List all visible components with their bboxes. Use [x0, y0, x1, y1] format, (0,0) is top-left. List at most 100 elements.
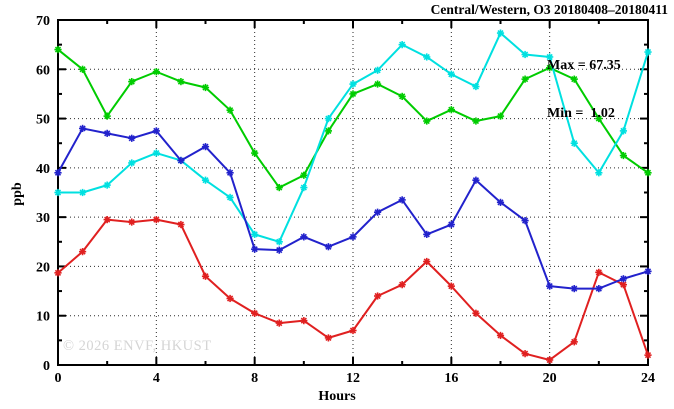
data-point-marker	[300, 317, 307, 324]
data-point-marker	[448, 221, 455, 228]
data-point-marker	[276, 319, 283, 327]
data-point-marker	[497, 112, 504, 120]
data-point-marker	[595, 285, 602, 292]
data-point-marker	[349, 80, 357, 88]
data-point-marker	[300, 233, 307, 240]
data-point-marker	[448, 106, 455, 113]
data-point-marker	[571, 76, 578, 83]
x-tick-label: 0	[55, 371, 62, 386]
data-point-marker	[349, 327, 357, 334]
data-point-marker	[472, 83, 480, 90]
data-point-marker	[620, 127, 627, 135]
data-point-marker	[54, 269, 62, 276]
y-tick-label: 40	[36, 162, 50, 177]
data-point-marker	[128, 218, 135, 226]
min-value-label: Min = 1.02	[547, 106, 615, 121]
x-axis-label: Hours	[318, 389, 356, 404]
data-point-marker	[177, 221, 185, 228]
data-point-marker	[79, 125, 86, 132]
data-point-marker	[620, 152, 627, 159]
data-point-marker	[644, 268, 652, 275]
data-point-marker	[497, 332, 504, 339]
data-point-marker	[54, 189, 62, 196]
data-point-marker	[79, 66, 86, 73]
data-point-marker	[521, 217, 529, 224]
max-value-label: Max = 67.35	[547, 58, 621, 73]
data-point-marker	[128, 78, 135, 85]
data-point-marker	[177, 157, 185, 164]
y-tick-label: 0	[43, 359, 50, 374]
data-point-marker	[325, 115, 332, 122]
data-point-marker	[153, 68, 160, 75]
data-point-marker	[226, 107, 234, 114]
data-point-marker	[276, 184, 283, 191]
data-point-marker	[399, 196, 406, 204]
data-point-marker	[374, 209, 381, 216]
data-point-marker	[521, 51, 529, 58]
watermark: © 2026 ENVF, HKUST	[63, 338, 212, 354]
data-point-marker	[104, 130, 111, 137]
data-point-marker	[251, 231, 258, 238]
data-point-marker	[54, 46, 62, 53]
x-tick-label: 16	[444, 371, 458, 386]
data-point-marker	[276, 238, 283, 245]
data-point-marker	[472, 177, 480, 184]
y-tick-label: 20	[36, 260, 50, 275]
data-point-marker	[374, 67, 381, 74]
data-point-marker	[276, 247, 283, 254]
data-point-marker	[177, 78, 185, 85]
data-point-marker	[521, 350, 529, 357]
data-point-marker	[497, 199, 504, 206]
data-point-marker	[104, 112, 111, 120]
data-point-marker	[153, 149, 160, 157]
y-tick-label: 30	[36, 211, 50, 226]
data-point-marker	[251, 149, 258, 157]
y-tick-label: 70	[36, 14, 50, 29]
data-point-marker	[423, 53, 430, 61]
data-point-marker	[79, 189, 86, 196]
x-tick-label: 8	[251, 371, 258, 386]
data-point-marker	[226, 194, 234, 201]
x-tick-label: 12	[346, 371, 360, 386]
data-point-marker	[571, 140, 578, 147]
data-point-marker	[521, 76, 529, 83]
y-tick-label: 60	[36, 63, 50, 78]
x-tick-label: 20	[543, 371, 557, 386]
data-point-marker	[54, 169, 62, 176]
data-point-marker	[349, 233, 357, 240]
data-point-marker	[300, 184, 307, 191]
data-point-marker	[644, 48, 652, 56]
data-point-marker	[153, 216, 160, 223]
data-point-marker	[128, 159, 135, 167]
data-point-marker	[251, 310, 258, 317]
data-point-marker	[497, 29, 504, 37]
y-axis-label: ppb	[10, 182, 25, 206]
data-point-marker	[620, 275, 627, 282]
data-point-marker	[423, 258, 430, 265]
data-point-marker	[202, 143, 209, 150]
y-tick-label: 10	[36, 310, 50, 325]
data-point-marker	[595, 169, 602, 176]
data-point-marker	[571, 338, 578, 345]
data-point-marker	[251, 246, 258, 253]
x-tick-label: 24	[641, 371, 655, 386]
data-point-marker	[226, 295, 234, 302]
data-point-marker	[79, 248, 86, 255]
data-point-marker	[104, 181, 111, 189]
data-point-marker	[644, 352, 652, 359]
x-tick-label: 4	[153, 371, 160, 386]
data-point-marker	[571, 285, 578, 292]
data-point-marker	[448, 71, 455, 78]
data-point-marker	[472, 117, 480, 125]
data-point-marker	[595, 115, 602, 122]
data-point-marker	[472, 310, 480, 317]
data-point-marker	[423, 117, 430, 125]
data-point-marker	[620, 281, 627, 288]
data-point-marker	[325, 243, 332, 250]
data-point-marker	[349, 90, 357, 98]
data-point-marker	[202, 177, 209, 184]
stats-annotation: Max = 67.35 Min = 1.02	[547, 26, 621, 154]
data-point-marker	[399, 281, 406, 288]
